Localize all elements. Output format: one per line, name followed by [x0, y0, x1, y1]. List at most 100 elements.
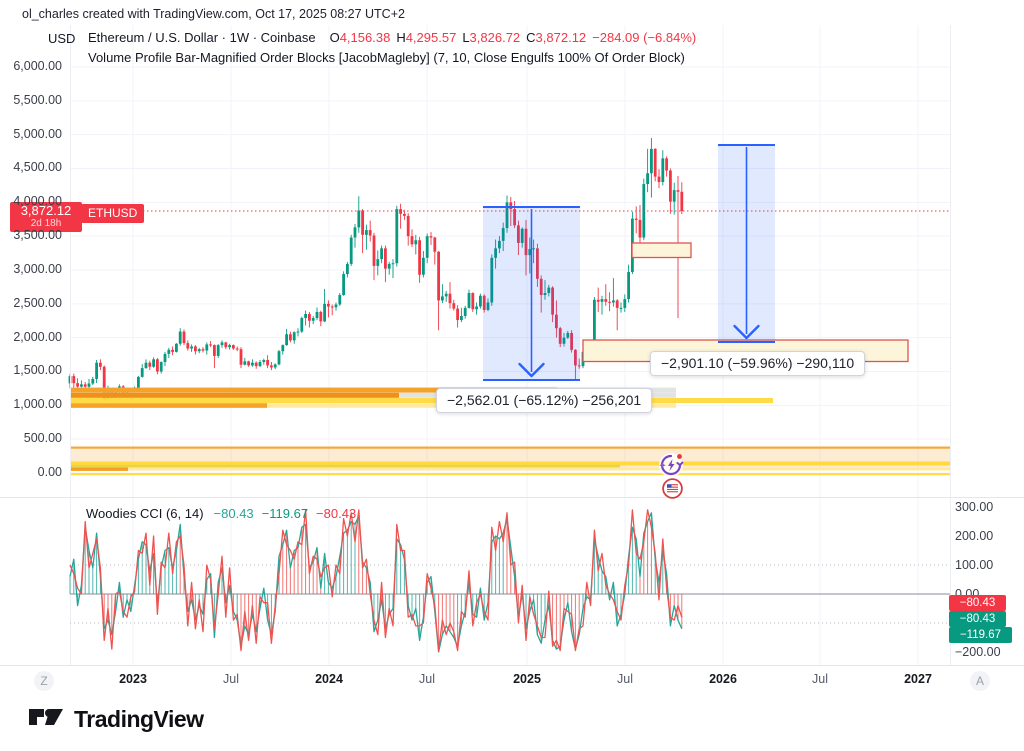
time-axis-label: Jul	[812, 672, 828, 686]
price-axis-label: 3,000.00	[13, 261, 62, 276]
measure-tooltip-1: −2,562.01 (−65.12%) −256,201	[436, 388, 653, 413]
price-axis-currency-label: USD	[48, 31, 76, 46]
candle-body	[365, 230, 368, 235]
high-key: H	[396, 30, 406, 45]
bar-countdown: 2d 18h	[30, 218, 62, 229]
candle-body	[479, 295, 482, 307]
candle-body	[566, 332, 570, 338]
candle-body	[91, 378, 95, 384]
candle-body	[251, 362, 254, 366]
close-value: 3,872.12	[535, 30, 587, 45]
tradingview-logo[interactable]: TradingView	[28, 704, 204, 735]
attribution-text: ol_charles created with TradingView.com,…	[22, 7, 405, 21]
candle-body	[144, 362, 148, 369]
candle-body	[634, 218, 638, 220]
volume-profile-bar	[70, 387, 557, 393]
candle-body	[243, 361, 247, 365]
candle-body	[410, 236, 414, 245]
candle-body	[551, 287, 554, 315]
candle-body	[277, 351, 281, 365]
candle-body	[517, 225, 520, 243]
candle-body	[209, 344, 212, 346]
low-key: L	[462, 30, 470, 45]
volume-band-row	[70, 467, 128, 471]
time-axis-label: 2027	[904, 672, 932, 686]
cci-axis-label: 300.00	[955, 500, 994, 514]
open-value: 4,156.38	[339, 30, 391, 45]
ai-event-icon[interactable]	[658, 452, 684, 483]
candle-body	[562, 337, 566, 344]
time-axis-label: 2025	[513, 672, 541, 686]
candle-body	[349, 237, 353, 264]
candle-body	[304, 313, 307, 319]
candle-body	[574, 349, 577, 366]
candle-body	[536, 248, 539, 279]
candle-body	[463, 307, 467, 317]
chart-legend: Ethereum / U.S. Dollar · 1W · Coinbase O4…	[88, 30, 696, 65]
candle-body	[372, 235, 376, 266]
price-axis-label: 500.00	[23, 431, 62, 446]
candle-body	[262, 359, 266, 363]
candle-body	[437, 251, 440, 301]
candle-body	[258, 362, 262, 367]
candle-body	[148, 362, 152, 367]
candle-body	[102, 366, 106, 399]
candle-body	[391, 263, 395, 265]
volume-profile-bar	[70, 398, 773, 403]
candle-body	[175, 343, 178, 352]
candle-body	[619, 307, 623, 309]
candle-body	[608, 301, 611, 303]
price-axis-label: 4,500.00	[13, 160, 62, 175]
open-key: O	[329, 30, 340, 45]
volume-band-row	[70, 464, 620, 468]
zoom-z-button[interactable]: Z	[34, 671, 54, 691]
candle-body	[425, 236, 429, 258]
candle-body	[570, 332, 573, 350]
cci-line-value: −119.67	[261, 506, 309, 521]
volume-band-row	[128, 467, 950, 471]
candle-body	[357, 210, 361, 228]
candle-body	[327, 303, 330, 307]
candle-body	[376, 259, 380, 266]
tradingview-logo-mark	[28, 704, 64, 735]
cci-axis-label: −200.00	[955, 645, 1001, 659]
volume-profile-bar	[70, 392, 399, 398]
candle-body	[653, 148, 657, 177]
candle-body	[163, 353, 167, 363]
candle-body	[346, 263, 349, 275]
candle-body	[399, 209, 402, 214]
candle-body	[441, 296, 444, 301]
price-axis-label: 5,500.00	[13, 92, 62, 107]
candle-body	[323, 303, 326, 322]
cci-title: Woodies CCI (6, 14)	[86, 506, 204, 521]
candle-body	[80, 384, 83, 387]
auto-a-button[interactable]: A	[970, 671, 990, 691]
candle-body	[152, 359, 155, 367]
time-axis-label: 2023	[119, 672, 147, 686]
order-block[interactable]	[631, 242, 692, 259]
candle-body	[285, 334, 288, 346]
candle-body	[159, 362, 163, 372]
candle-body	[334, 304, 338, 308]
us-flag-event-icon[interactable]	[662, 478, 683, 504]
measure-tooltip-2: −2,901.10 (−59.96%) −290,110	[650, 351, 866, 376]
price-axis-label: 1,000.00	[13, 397, 62, 412]
candle-body	[623, 299, 627, 308]
indicator-title: Volume Profile Bar-Magnified Order Block…	[88, 50, 685, 65]
candle-body	[315, 311, 319, 319]
candle-body	[444, 293, 448, 297]
measure-arrow-head	[518, 362, 545, 378]
cci-axis-label: 200.00	[955, 529, 994, 543]
candle-body	[414, 240, 418, 245]
cci-badge-red: −80.43	[949, 595, 1006, 611]
candle-body	[137, 376, 140, 388]
candle-body	[448, 293, 452, 304]
candle-body	[342, 274, 345, 296]
candle-body	[661, 158, 665, 183]
candle-body	[672, 190, 676, 202]
candle-body	[289, 334, 292, 341]
candle-body	[528, 249, 532, 256]
candle-body	[494, 248, 497, 258]
candle-body	[555, 314, 558, 329]
